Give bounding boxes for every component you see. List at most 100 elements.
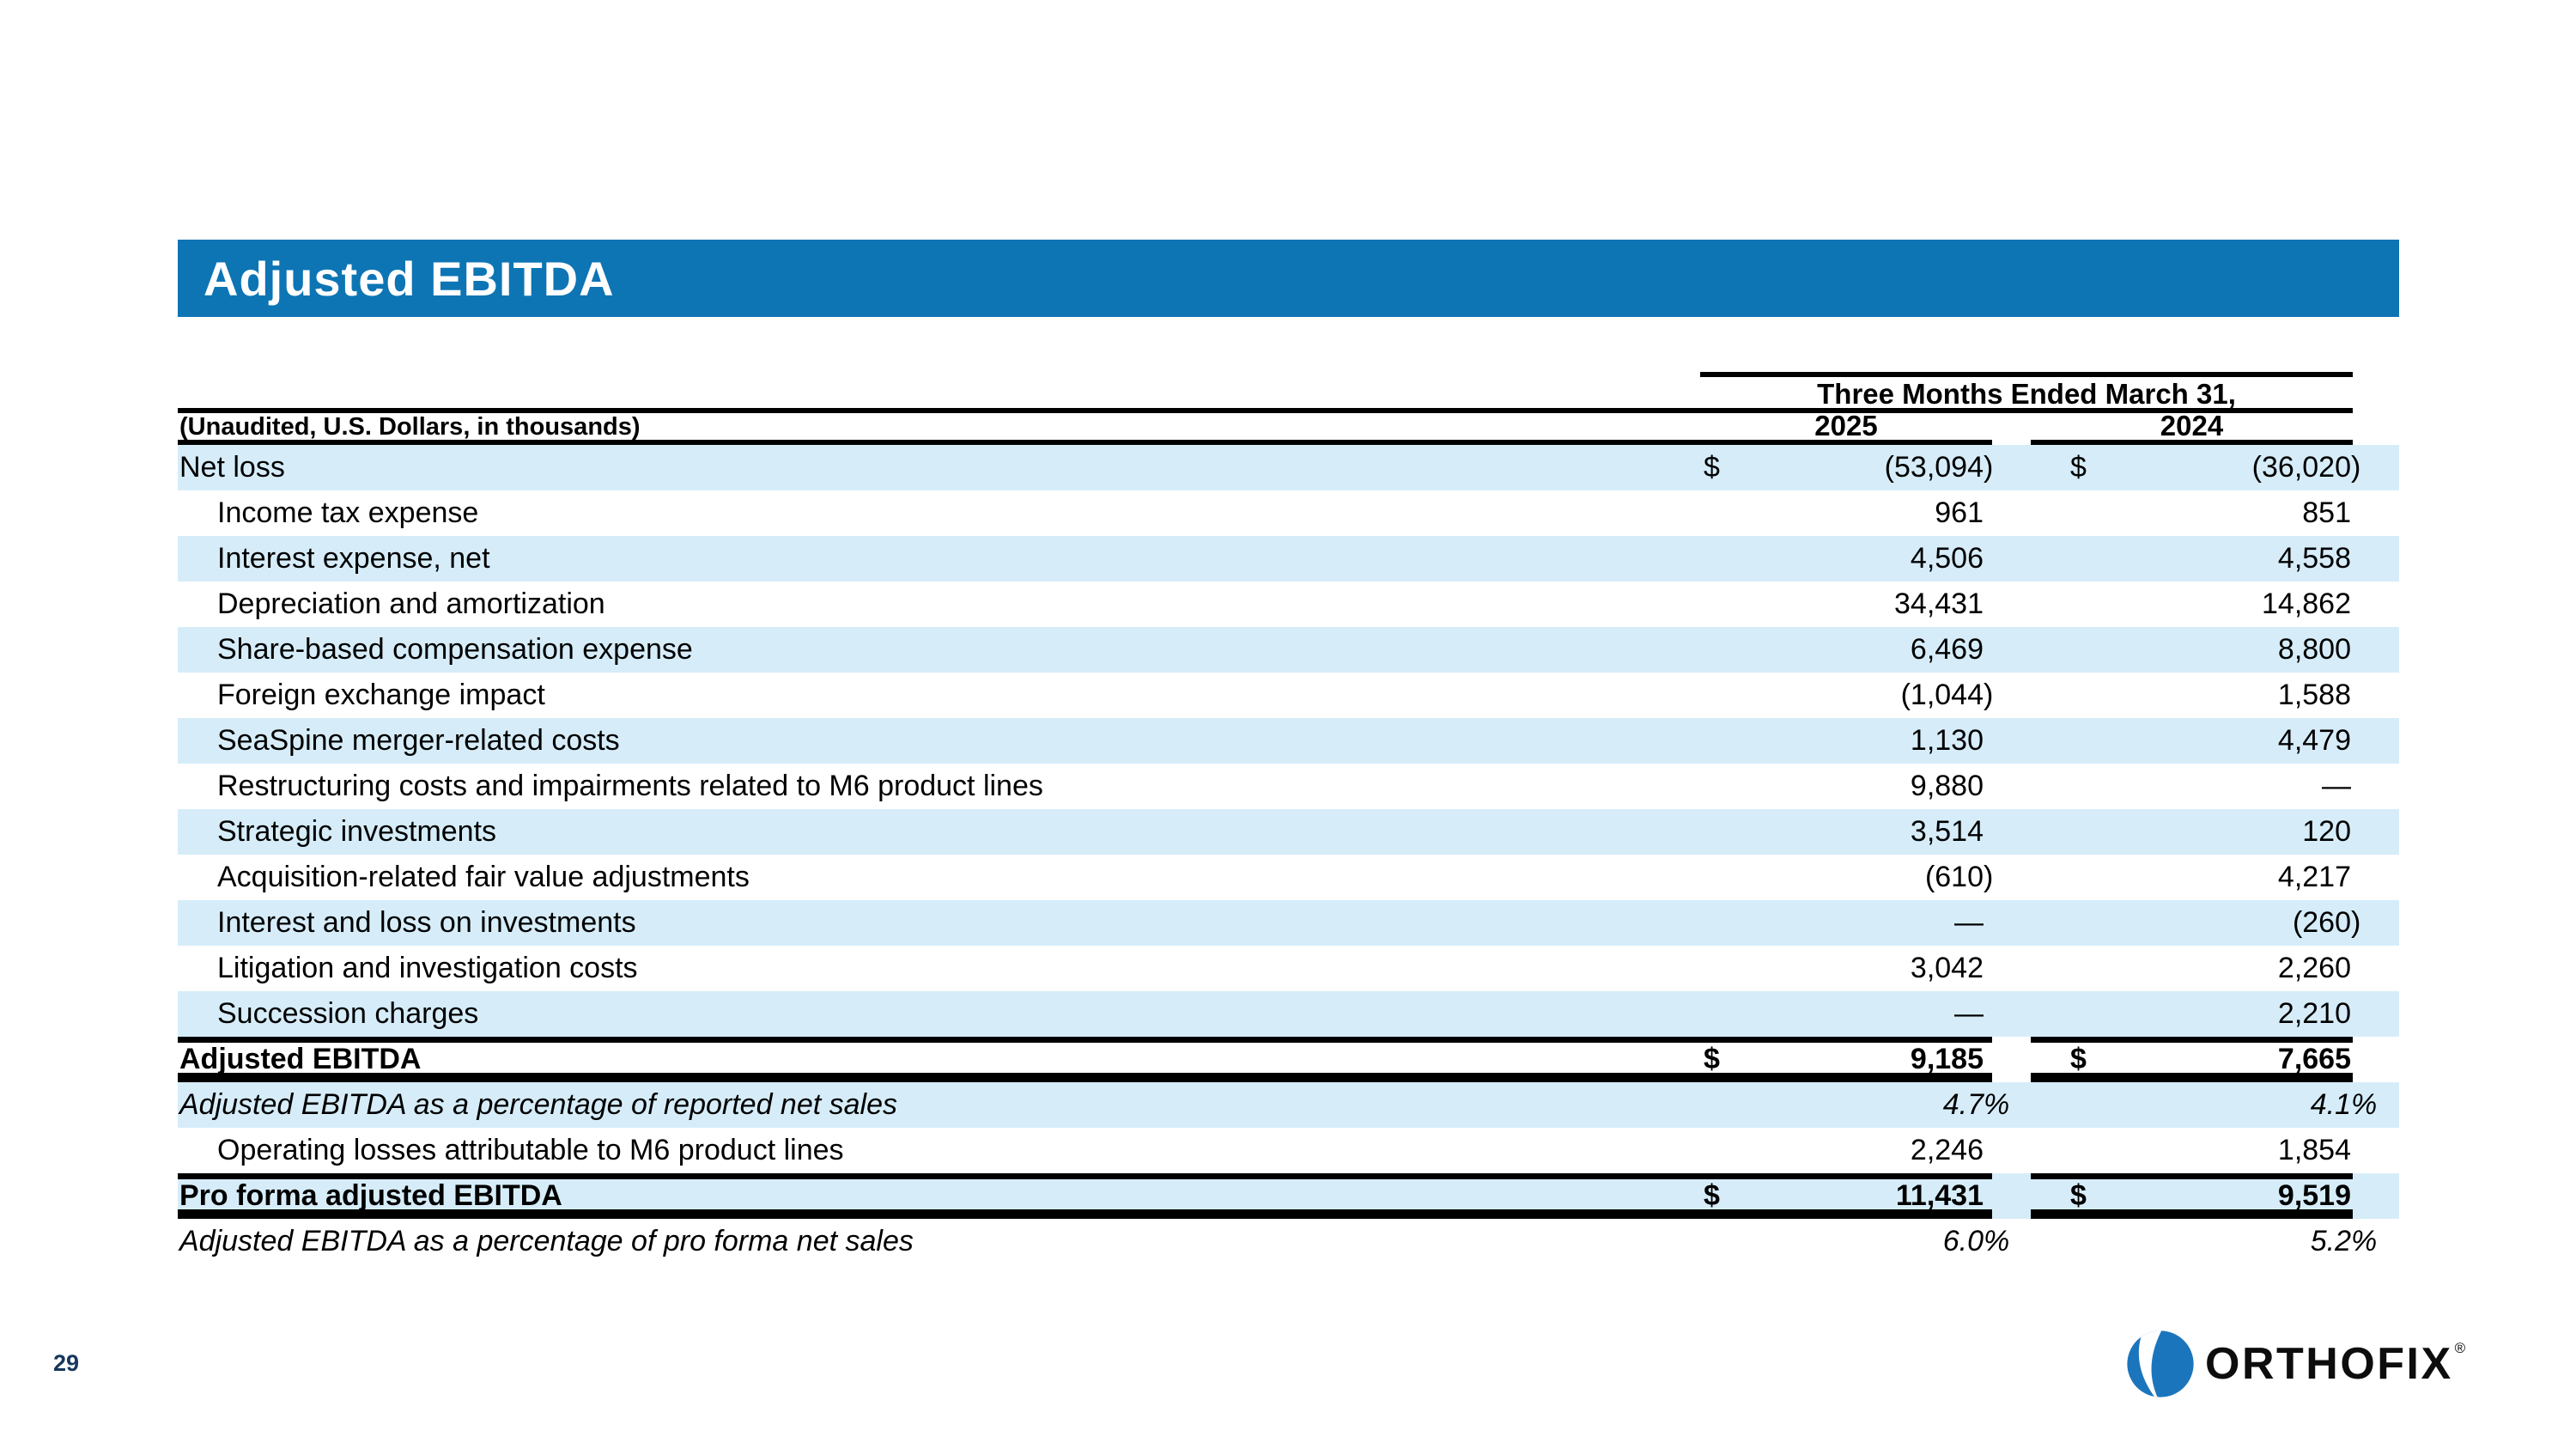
dollar-sign-2025: $ <box>1704 451 1720 484</box>
hanging-char: % <box>2351 1225 2378 1257</box>
row-label: Pro forma adjusted EBITDA <box>179 1179 562 1212</box>
table-row: Interest and loss on investments — (260) <box>178 900 2399 946</box>
table-row: Income tax expense 961 851 <box>178 490 2399 536</box>
value-2024: 4,217 <box>2277 861 2351 893</box>
header-rule-top <box>178 408 2353 413</box>
cell-2025: 2,246 <box>1700 1128 1992 1173</box>
row-label: Income tax expense <box>217 496 479 529</box>
header-spacer <box>178 372 1700 411</box>
cell-2024: 5.2% <box>2031 1219 2378 1264</box>
row-label: Adjusted EBITDA as a percentage of repor… <box>179 1088 898 1121</box>
cell-2024: 120 <box>2031 809 2353 855</box>
value-2024: 4,479 <box>2277 724 2351 757</box>
total-rule-bottom <box>2031 1209 2353 1219</box>
dollar-sign-2024: $ <box>2070 1043 2087 1075</box>
cell-2025: 961 <box>1700 490 1992 536</box>
row-label: Interest expense, net <box>217 542 490 575</box>
row-label: Succession charges <box>217 997 479 1030</box>
value-2025: 2,246 <box>1910 1134 1984 1166</box>
cell-2025: 9,880 <box>1700 764 1992 809</box>
value-2025: 9,880 <box>1910 770 1984 802</box>
row-label: Adjusted EBITDA <box>179 1043 422 1075</box>
page-title: Adjusted EBITDA <box>204 251 615 306</box>
adjusted-ebitda-table: Three Months Ended March 31, (Unaudited,… <box>178 372 2399 1264</box>
cell-2025: 6.0% <box>1700 1219 2010 1264</box>
table-row: Interest expense, net 4,506 4,558 <box>178 536 2399 581</box>
value-2024: 120 <box>2302 815 2351 848</box>
row-label: Foreign exchange impact <box>217 679 545 711</box>
cell-2025: 1,130 <box>1700 718 1992 764</box>
cell-2025: 6,469 <box>1700 627 1992 673</box>
total-rule-bottom <box>178 1209 1992 1219</box>
row-label: Depreciation and amortization <box>217 588 605 620</box>
cell-2024: $ 7,665 <box>2031 1037 2353 1082</box>
table-row: Depreciation and amortization 34,431 14,… <box>178 581 2399 627</box>
value-2024: 7,665 <box>2277 1043 2351 1075</box>
table-row: Strategic investments 3,514 120 <box>178 809 2399 855</box>
value-2024: 14,862 <box>2262 588 2351 620</box>
cell-2024: 4,479 <box>2031 718 2353 764</box>
hanging-char: ) <box>2351 451 2361 484</box>
table-row: Foreign exchange impact (1,044) 1,588 <box>178 673 2399 718</box>
hanging-char: % <box>1984 1225 2010 1257</box>
total-rule-bottom <box>178 1073 1992 1082</box>
header-rule-bottom-right <box>2031 440 2353 445</box>
value-2024: 2,260 <box>2277 952 2351 984</box>
table-row: Litigation and investigation costs 3,042… <box>178 946 2399 991</box>
logo-name: ORTHOFIX <box>2205 1339 2453 1389</box>
cell-2025: (1,044) <box>1700 673 1994 718</box>
table-row: Restructuring costs and impairments rela… <box>178 764 2399 809</box>
value-2024: 851 <box>2302 496 2351 529</box>
table-row: Share-based compensation expense 6,469 8… <box>178 627 2399 673</box>
total-rule-bottom <box>2031 1073 2353 1082</box>
value-2024: 4,558 <box>2277 542 2351 575</box>
dollar-sign-2024: $ <box>2070 451 2087 484</box>
column-header-2024: 2024 <box>2160 410 2224 441</box>
row-label: Net loss <box>179 451 285 484</box>
value-2025: (53,094) <box>1884 451 1994 484</box>
column-header-2025: 2025 <box>1814 410 1878 441</box>
row-label: SeaSpine merger-related costs <box>217 724 620 757</box>
value-2025: 9,185 <box>1910 1043 1984 1075</box>
hanging-char: % <box>2351 1088 2378 1121</box>
row-label: Strategic investments <box>217 815 497 848</box>
hanging-char: % <box>1984 1088 2010 1121</box>
value-2025: 3,042 <box>1910 952 1984 984</box>
total-rule-top <box>178 1037 1992 1043</box>
dollar-sign-2025: $ <box>1704 1179 1720 1212</box>
table-header-columns-row: (Unaudited, U.S. Dollars, in thousands) … <box>178 408 2399 445</box>
row-label: Acquisition-related fair value adjustmen… <box>217 861 750 893</box>
cell-2024: (260) <box>2031 900 2360 946</box>
hanging-char: ) <box>1984 451 1994 484</box>
cell-2024: $ (36,020) <box>2031 445 2360 490</box>
table-body: Net loss $ (53,094) $ (36,020) Income ta… <box>178 445 2399 1264</box>
value-2025: (610) <box>1924 861 1994 893</box>
value-2025: 961 <box>1935 496 1984 529</box>
cell-2025: 3,514 <box>1700 809 1992 855</box>
value-2025: 4.7% <box>1942 1088 2010 1121</box>
cell-2025: 3,042 <box>1700 946 1992 991</box>
cell-2025: $ (53,094) <box>1700 445 1994 490</box>
value-2024: — <box>2322 770 2351 802</box>
value-2024: 8,800 <box>2277 633 2351 666</box>
table-row: Acquisition-related fair value adjustmen… <box>178 855 2399 900</box>
row-label: Restructuring costs and impairments rela… <box>217 770 1043 802</box>
cell-2025: — <box>1700 991 1992 1037</box>
registered-mark: ® <box>2454 1340 2468 1356</box>
unit-note: (Unaudited, U.S. Dollars, in thousands) <box>179 413 641 441</box>
value-2025: 11,431 <box>1895 1179 1984 1212</box>
cell-2025: 4,506 <box>1700 536 1992 581</box>
period-header: Three Months Ended March 31, <box>1700 372 2353 411</box>
value-2025: 6.0% <box>1942 1225 2010 1257</box>
table-row: Adjusted EBITDA as a percentage of repor… <box>178 1082 2399 1128</box>
cell-2025: — <box>1700 900 1992 946</box>
table-row: Adjusted EBITDA as a percentage of pro f… <box>178 1219 2399 1264</box>
value-2025: 4,506 <box>1910 542 1984 575</box>
cell-2025: $ 11,431 <box>1700 1173 1992 1219</box>
row-label: Operating losses attributable to M6 prod… <box>217 1134 844 1166</box>
cell-2024: 14,862 <box>2031 581 2353 627</box>
total-rule-top <box>178 1173 1992 1179</box>
row-label: Litigation and investigation costs <box>217 952 638 984</box>
dollar-sign-2024: $ <box>2070 1179 2087 1212</box>
